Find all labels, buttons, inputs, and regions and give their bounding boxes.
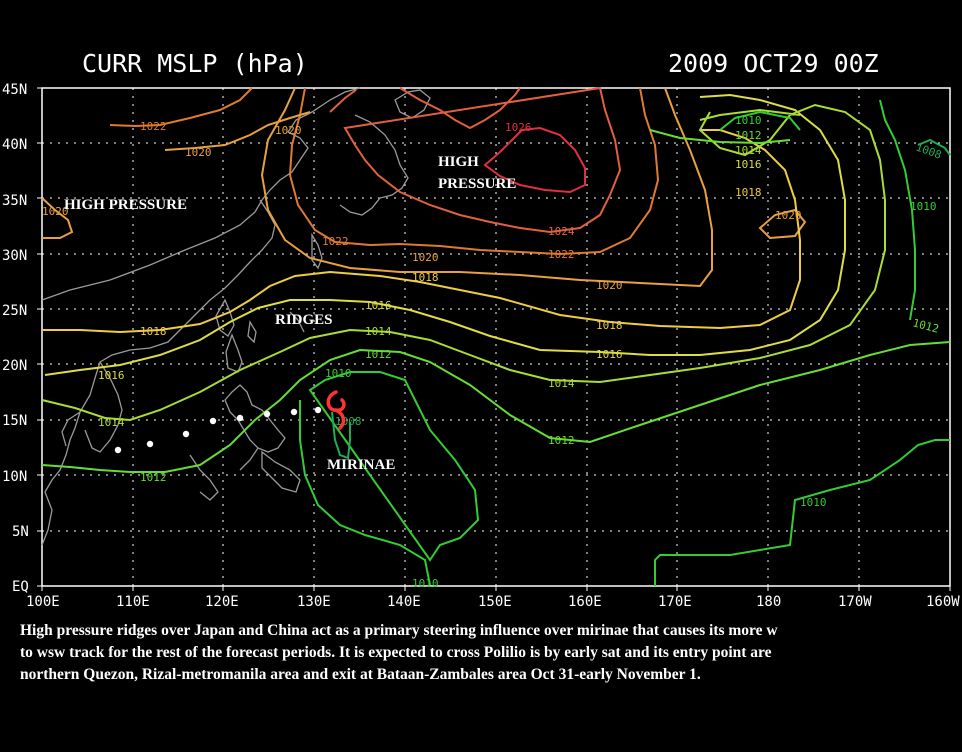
contour-label: 1016 xyxy=(365,299,392,312)
track-point xyxy=(290,408,298,416)
contour-label: 1016 xyxy=(735,158,762,171)
annotation-ridges: RIDGES xyxy=(275,312,333,328)
lon-label: 180 xyxy=(756,594,781,610)
annotation-high-north-line2: PRESSURE xyxy=(438,176,516,192)
lat-label: 45N xyxy=(2,82,27,98)
lon-label: 130E xyxy=(297,594,331,610)
contour-label: 1020 xyxy=(275,124,302,137)
isobar-1024 xyxy=(329,86,622,234)
lat-label: 10N xyxy=(2,469,27,485)
contour-label: 1020 xyxy=(185,146,212,159)
map-title: CURR MSLP (hPa) xyxy=(82,49,308,78)
contour-label: 1012 xyxy=(365,348,392,361)
isobars xyxy=(41,86,951,586)
contour-label: 1020 xyxy=(775,209,802,222)
latitude-axis xyxy=(37,87,42,587)
annotation-high-north-line1: HIGH xyxy=(438,154,479,170)
contour-label: 1010 xyxy=(800,496,827,509)
lon-label: 160E xyxy=(568,594,602,610)
track-point xyxy=(263,410,271,418)
lat-label: 25N xyxy=(2,303,27,319)
track-point xyxy=(236,414,244,422)
annotation-high-pressure-west: HIGH PRESSURE xyxy=(64,197,187,213)
lon-label: 170E xyxy=(658,594,692,610)
isobar-1012 xyxy=(41,129,951,473)
contour-label: 1024 xyxy=(548,225,575,238)
contour-label: 1010 xyxy=(325,367,352,380)
map-date: 2009 OCT29 00Z xyxy=(668,49,879,78)
longitude-labels: 100E 110E 120E 130E 140E 150E 160E 170E … xyxy=(26,594,960,610)
lon-label: 110E xyxy=(116,594,150,610)
contour-label: 1026 xyxy=(505,121,532,134)
track-point xyxy=(114,446,122,454)
contour-label: 1012 xyxy=(140,471,167,484)
contour-label: 1018 xyxy=(596,319,623,332)
lat-label: 5N xyxy=(12,524,29,540)
contour-label: 1010 xyxy=(412,577,439,590)
contour-label: 1012 xyxy=(735,129,762,142)
lat-label: 30N xyxy=(2,248,27,264)
isobar-1022 xyxy=(109,87,660,256)
coastlines xyxy=(41,87,431,546)
mslp-map: CURR MSLP (hPa) 2009 OCT29 00Z 45N 40N 3… xyxy=(2,49,961,610)
contour-label: 1014 xyxy=(548,377,575,390)
track-point xyxy=(209,417,217,425)
isobar-1016 xyxy=(44,93,846,376)
contour-label: 1016 xyxy=(98,369,125,382)
typhoon-icon xyxy=(326,390,346,430)
contour-label: 1022 xyxy=(322,235,349,248)
contour-label: 1022 xyxy=(140,120,167,133)
contour-label: 1012 xyxy=(548,434,575,447)
track-point xyxy=(182,430,190,438)
lat-label: 20N xyxy=(2,358,27,374)
contour-label: 1014 xyxy=(98,416,125,429)
longitude-axis xyxy=(41,586,951,591)
lat-label: 40N xyxy=(2,137,27,153)
lon-label: 120E xyxy=(205,594,239,610)
caption-text: High pressure ridges over Japan and Chin… xyxy=(20,622,778,683)
track-point xyxy=(146,440,154,448)
lon-label: 100E xyxy=(26,594,60,610)
lat-label: EQ xyxy=(12,579,29,595)
contour-label: 1010 xyxy=(735,114,762,127)
contour-label: 1014 xyxy=(735,144,762,157)
contour-label: 1018 xyxy=(140,325,167,338)
contour-label: 1018 xyxy=(412,271,439,284)
annotation-storm-name: MIRINAE xyxy=(327,457,395,473)
isobar-1026 xyxy=(483,126,586,194)
contour-label: 1016 xyxy=(596,348,623,361)
contour-label: 1022 xyxy=(548,248,575,261)
lon-label: 170W xyxy=(838,594,872,610)
isobar-1014 xyxy=(41,103,886,422)
latitude-labels: 45N 40N 35N 30N 25N 20N 15N 10N 5N EQ xyxy=(2,82,29,595)
isobar-1008-storm xyxy=(331,411,351,460)
lon-label: 140E xyxy=(387,594,421,610)
contour-label: 1018 xyxy=(735,186,762,199)
lon-label: 160W xyxy=(926,594,960,610)
contour-label: 1014 xyxy=(365,325,392,338)
forecast-track xyxy=(114,406,322,454)
contour-label: 1020 xyxy=(412,251,439,264)
isobar-1010 xyxy=(299,99,950,586)
isobar-1008 xyxy=(917,138,951,156)
lat-label: 15N xyxy=(2,413,27,429)
isobar-1018 xyxy=(42,129,801,334)
contour-label: 1008 xyxy=(335,415,362,428)
isobar-1020 xyxy=(41,87,807,288)
track-point xyxy=(314,406,322,414)
lat-label: 35N xyxy=(2,193,27,209)
lon-label: 150E xyxy=(478,594,512,610)
contour-label: 1020 xyxy=(596,279,623,292)
contour-label: 1010 xyxy=(910,200,937,213)
contour-label: 1020 xyxy=(42,205,69,218)
